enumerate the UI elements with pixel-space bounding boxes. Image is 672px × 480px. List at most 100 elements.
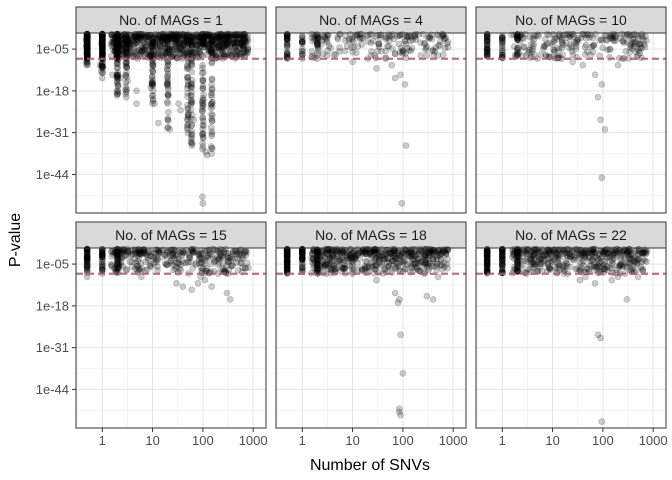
- data-point: [171, 37, 178, 45]
- data-point: [171, 45, 178, 53]
- data-point: [143, 266, 151, 273]
- data-point: [119, 35, 126, 43]
- data-point: [122, 36, 130, 43]
- data-point: [114, 90, 121, 98]
- data-point: [223, 41, 231, 49]
- x-tick-label: 1: [299, 433, 306, 448]
- data-point: [111, 39, 118, 47]
- data-point: [115, 52, 123, 60]
- data-point: [135, 34, 142, 41]
- data-point: [388, 61, 396, 69]
- data-point: [608, 248, 616, 255]
- data-point: [149, 61, 157, 69]
- data-point: [114, 39, 121, 46]
- data-point: [199, 125, 207, 133]
- data-point: [582, 41, 590, 49]
- data-point: [133, 87, 140, 95]
- data-point: [614, 61, 622, 69]
- data-point: [215, 33, 223, 41]
- data-point: [228, 39, 236, 47]
- data-point: [136, 34, 144, 41]
- data-point: [218, 38, 225, 46]
- data-point: [201, 43, 209, 51]
- data-point: [433, 263, 440, 271]
- y-axis: 1e-05 1e-18 1e-31 1e-44 1e-05 1e-18 1e-31 1e-44: [36, 42, 76, 397]
- data-point: [220, 265, 227, 272]
- data-point: [124, 49, 132, 57]
- data-point: [199, 113, 207, 121]
- data-point: [159, 35, 167, 43]
- data-point: [83, 35, 91, 42]
- data-point: [232, 33, 239, 41]
- data-point: [571, 254, 579, 262]
- data-point: [535, 252, 543, 260]
- data-point: [201, 260, 209, 268]
- data-point: [341, 47, 349, 55]
- data-point: [233, 48, 241, 56]
- data-point: [555, 262, 563, 270]
- data-point: [533, 246, 541, 253]
- data-point: [159, 39, 167, 47]
- data-point: [163, 39, 170, 47]
- data-point: [83, 42, 91, 50]
- data-point: [179, 283, 187, 290]
- data-point: [122, 71, 130, 79]
- data-point: [614, 273, 622, 281]
- data-point: [165, 48, 172, 56]
- facet-strip-label: No. of MAGs = 22: [515, 227, 627, 243]
- data-point: [572, 265, 580, 273]
- data-point: [602, 36, 610, 44]
- data-point: [595, 251, 603, 258]
- data-point: [98, 38, 106, 46]
- data-point: [242, 39, 250, 47]
- data-point: [237, 50, 244, 57]
- data-point: [83, 45, 91, 52]
- data-point: [195, 250, 202, 258]
- data-point: [108, 40, 115, 48]
- data-point: [220, 34, 228, 42]
- data-point: [330, 51, 338, 58]
- data-point: [199, 76, 206, 83]
- data-point: [148, 49, 156, 57]
- data-point: [203, 41, 211, 49]
- data-point: [163, 34, 170, 41]
- data-point: [298, 40, 306, 48]
- data-point: [83, 36, 91, 43]
- data-point: [236, 43, 243, 51]
- data-point: [98, 33, 106, 41]
- data-point: [200, 40, 207, 47]
- data-point: [188, 44, 196, 52]
- data-point: [483, 48, 491, 56]
- data-point: [151, 40, 159, 48]
- data-point: [83, 51, 91, 58]
- data-point: [83, 36, 91, 44]
- data-point: [199, 82, 207, 90]
- data-point: [176, 33, 184, 41]
- data-point: [188, 76, 196, 84]
- data-point: [150, 47, 158, 55]
- data-point: [214, 33, 221, 41]
- data-point: [314, 35, 322, 43]
- data-point: [110, 38, 117, 45]
- data-point: [188, 33, 196, 41]
- data-point: [188, 142, 196, 149]
- data-point: [113, 52, 121, 60]
- data-point: [114, 42, 121, 50]
- data-point: [149, 34, 157, 42]
- data-point: [110, 39, 117, 47]
- data-point: [232, 247, 240, 255]
- data-point: [112, 36, 119, 44]
- data-point: [114, 44, 121, 52]
- data-point: [210, 41, 217, 49]
- data-point: [109, 71, 116, 79]
- data-point: [233, 38, 241, 46]
- data-point: [382, 47, 390, 55]
- data-point: [98, 38, 106, 45]
- data-point: [127, 31, 135, 39]
- data-point: [125, 40, 132, 48]
- data-point: [135, 46, 142, 54]
- data-point: [98, 44, 106, 52]
- data-point: [585, 248, 593, 256]
- data-point: [198, 69, 206, 77]
- data-point: [98, 34, 106, 41]
